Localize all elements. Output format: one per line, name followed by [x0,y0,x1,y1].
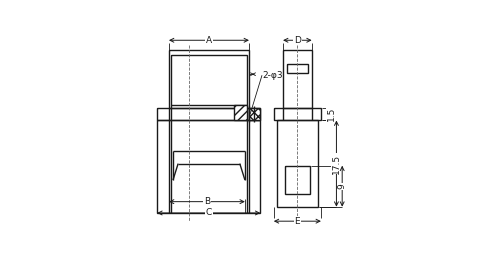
Text: 2-φ3: 2-φ3 [262,71,283,80]
Bar [249,108,260,120]
Text: D: D [294,36,301,45]
Text: E: E [294,217,300,226]
Text: C: C [206,209,212,217]
Text: 1.5: 1.5 [327,107,336,121]
Bar [234,105,247,120]
Text: 17.5: 17.5 [332,154,341,174]
Text: B: B [204,197,210,206]
Text: 9: 9 [338,183,346,189]
Text: A: A [206,36,212,45]
